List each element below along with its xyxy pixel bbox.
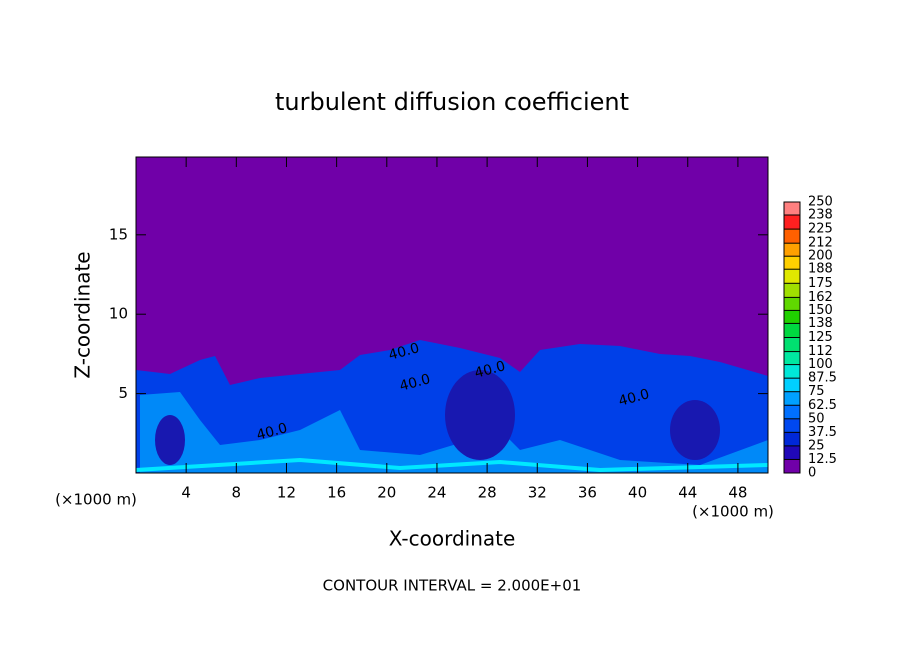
colorbar-swatch: [784, 337, 800, 352]
colorbar-label: 200: [808, 249, 833, 264]
field-region: [445, 370, 515, 460]
colorbar-label: 75: [808, 384, 825, 399]
field-region: [155, 415, 185, 465]
colorbar-swatch: [784, 202, 800, 216]
y-tick-label: 5: [118, 384, 128, 402]
x-tick-label: 24: [427, 484, 446, 502]
x-tick-label: 4: [181, 484, 191, 502]
field-region: [135, 457, 769, 473]
colorbar-swatch: [784, 283, 800, 298]
colorbar-label: 162: [808, 290, 833, 305]
colorbar-swatch: [784, 432, 800, 446]
colorbar-label: 188: [808, 262, 833, 277]
x-tick-label: 12: [277, 484, 296, 502]
colorbar-label: 225: [808, 222, 833, 237]
colorbar-label: 212: [808, 236, 833, 251]
field-region: [140, 392, 768, 473]
colorbar-swatch: [784, 229, 800, 244]
colorbar-label: 125: [808, 330, 833, 345]
x-unit: (×1000 m): [692, 503, 774, 521]
colorbar-swatch: [784, 351, 800, 365]
x-tick-label: 20: [377, 484, 396, 502]
colorbar-label: 100: [808, 357, 833, 372]
field-region: [670, 400, 720, 460]
x-tick-label: 36: [578, 484, 597, 502]
contour-field: [135, 157, 769, 473]
x-axis-label: X-coordinate: [389, 527, 516, 551]
colorbar-label: 138: [808, 316, 833, 331]
x-tick-label: 32: [528, 484, 547, 502]
contour-label: 40.0: [387, 340, 421, 364]
colorbar-swatch: [784, 323, 800, 338]
colorbar-swatch: [784, 405, 800, 419]
colorbar-label: 37.5: [808, 425, 837, 440]
x-tick-label: 44: [678, 484, 697, 502]
colorbar-label: 150: [808, 303, 833, 318]
contour-label: 40.0: [398, 371, 432, 395]
colorbar-swatch: [784, 364, 800, 379]
y-tick-label: 15: [109, 225, 128, 243]
colorbar-swatch: [784, 445, 800, 460]
colorbar-label: 87.5: [808, 371, 837, 386]
colorbar-swatch: [784, 269, 800, 284]
colorbar-label: 175: [808, 276, 833, 291]
plot-frame: [135, 156, 769, 474]
colorbar-swatch: [784, 215, 800, 230]
chart-title: turbulent diffusion coefficient: [275, 88, 629, 116]
x-unit: (×1000 m): [55, 491, 137, 509]
colorbar-swatch: [784, 243, 800, 257]
colorbar-swatch: [784, 459, 800, 473]
footer-note: CONTOUR INTERVAL = 2.000E+01: [323, 577, 582, 595]
x-tick-label: 28: [478, 484, 497, 502]
colorbar-swatch: [784, 391, 800, 406]
x-tick-label: 40: [628, 484, 647, 502]
colorbar-label: 0: [808, 466, 816, 481]
colorbar-label: 238: [808, 208, 833, 223]
y-axis-label: Z-coordinate: [71, 251, 95, 378]
contour-label: 40.0: [473, 358, 507, 382]
colorbar-label: 25: [808, 438, 825, 453]
x-tick-label: 8: [232, 484, 242, 502]
colorbar-swatch: [784, 297, 800, 311]
colorbar-label: 50: [808, 411, 825, 426]
colorbar-label: 12.5: [808, 452, 837, 467]
colorbar-swatch: [784, 310, 800, 324]
colorbar-swatch: [784, 256, 800, 270]
colorbar-label: 250: [808, 195, 833, 210]
x-tick-label: 16: [327, 484, 346, 502]
contour-label: 40.0: [617, 386, 651, 410]
colorbar-label: 62.5: [808, 398, 837, 413]
colorbar-swatch: [784, 418, 800, 433]
x-tick-label: 48: [728, 484, 747, 502]
colorbar-swatch: [784, 378, 800, 392]
colorbar-label: 112: [808, 344, 833, 359]
y-tick-label: 10: [109, 305, 128, 323]
contour-label: 40.0: [255, 420, 289, 444]
